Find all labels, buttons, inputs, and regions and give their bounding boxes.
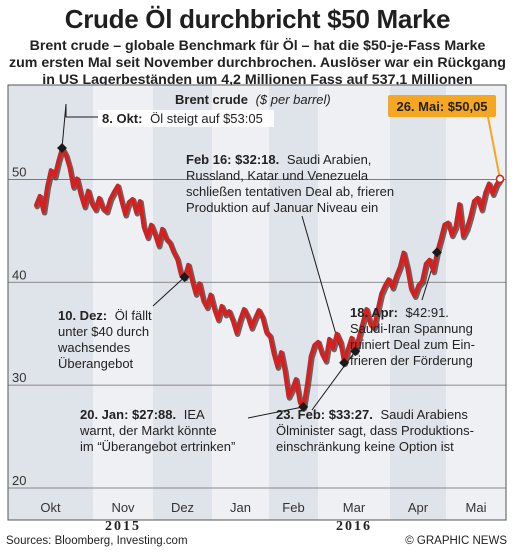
annotation-line: Saudi Arabiens xyxy=(380,407,468,422)
chart-title-main: Brent crude xyxy=(175,92,248,107)
year-label: 2016 xyxy=(336,519,372,534)
subtitle-line: in US Lagerbeständen um 4,2 Millionen Fa… xyxy=(42,72,473,88)
x-tick-label: Feb xyxy=(282,500,304,515)
annotation-line: Russland, Katar und Venezuela xyxy=(186,168,369,183)
annotation-text: Feb 16: $32:18. Saudi Arabien, xyxy=(186,152,371,167)
annotation-line: einschränkung keine Option ist xyxy=(276,439,454,454)
annotation-marker xyxy=(298,401,309,412)
chart-ylabel: ($ per barrel) xyxy=(256,92,331,107)
callout-text: 26. Mai: $50,05 xyxy=(396,99,487,114)
x-tick-label: Mai xyxy=(466,500,487,515)
page-title: Crude Öl durchbricht $50 Marke xyxy=(64,4,451,34)
annotation-apr: 18. Apr: $42:91. Saudi-Iran Spannung rui… xyxy=(350,305,475,368)
callout-connector xyxy=(487,116,501,180)
annotation-line: Saudi-Iran Spannung xyxy=(350,321,473,336)
month-band xyxy=(93,85,153,520)
month-bands xyxy=(8,85,506,520)
annotation-text: 23. Feb: $33:27. Saudi Arabiens xyxy=(276,407,468,422)
annotation-line: im “Überangebot ertrinken” xyxy=(80,439,235,454)
callout-box xyxy=(388,95,496,117)
annotation-line: Öl steigt auf $53:05 xyxy=(150,111,263,126)
annotation-line: wachsendes xyxy=(57,340,131,355)
subtitle-line: zum ersten Mal seit November durchbroche… xyxy=(9,55,506,71)
x-tick-label: Apr xyxy=(408,500,429,515)
month-band xyxy=(269,85,318,520)
annotation-date: 8. Okt: xyxy=(102,111,142,126)
annotation-date: 23. Feb: $33:27. xyxy=(276,407,373,422)
annotation-date: 20. Jan: $27:88. xyxy=(80,407,176,422)
annotation-marker xyxy=(57,143,67,154)
annotation-line: Produktion auf Januar Niveau ein xyxy=(186,200,378,215)
x-tick-label: Okt xyxy=(40,500,61,515)
x-axis: Okt Nov Dez Jan Feb Mar Apr Mai 2015 2016 xyxy=(40,500,486,534)
annotation-marker xyxy=(339,357,350,368)
annotation-date: 10. Dez: xyxy=(58,308,107,323)
annotation-text: 18. Apr: $42:91. xyxy=(350,305,449,320)
subtitle: Brent crude – globale Benchmark für Öl –… xyxy=(4,38,511,89)
credit-text: © GRAPHIC NEWS xyxy=(405,535,507,547)
annotation-feb16: Feb 16: $32:18. Saudi Arabien, Russland,… xyxy=(186,152,394,215)
x-tick-label: Jan xyxy=(230,500,251,515)
year-label: 2015 xyxy=(105,519,141,534)
y-tick-label: 50 xyxy=(12,164,26,179)
annotation-text: 20. Jan: $27:88. IEA xyxy=(80,407,205,422)
x-tick-label: Nov xyxy=(111,500,135,515)
y-tick-label: 20 xyxy=(12,473,26,488)
subtitle-line: Brent crude – globale Benchmark für Öl –… xyxy=(29,38,486,54)
annotation-line: Ölminister sagt, dass Produktions- xyxy=(276,423,474,438)
y-axis: 20 30 40 50 xyxy=(12,164,26,488)
annotation-line: ruiniert Deal zum Ein- xyxy=(350,337,475,352)
annotation-text: 8. Okt: Öl steigt auf $53:05 xyxy=(102,111,263,126)
month-band xyxy=(390,85,446,520)
source-text: Sources: Bloomberg, Investing.com xyxy=(6,535,188,547)
annotation-jan: 20. Jan: $27:88. IEA warnt, der Markt kö… xyxy=(79,407,235,454)
annotation-marker xyxy=(179,272,190,283)
month-band xyxy=(212,85,269,520)
annotation-bg xyxy=(98,110,274,127)
annotation-line: Öl fällt xyxy=(115,308,152,323)
x-tick-label: Mar xyxy=(343,500,366,515)
annotation-line: schließen tentativen Deal ab, frieren xyxy=(186,184,394,199)
annotation-leader xyxy=(61,103,98,149)
annotation-line: IEA xyxy=(184,407,205,422)
callout-may: 26. Mai: $50,05 xyxy=(388,95,496,117)
y-tick-label: 40 xyxy=(12,267,26,282)
annotation-feb23: 23. Feb: $33:27. Saudi Arabiens Ölminist… xyxy=(276,407,474,454)
chart-title: Brent crude ($ per barrel) xyxy=(175,92,331,107)
annotation-dez: 10. Dez: Öl fällt unter $40 durch wachse… xyxy=(57,308,152,371)
annotation-line: unter $40 durch xyxy=(58,324,149,339)
y-tick-label: 30 xyxy=(12,370,26,385)
final-point-marker xyxy=(495,174,505,184)
annotation-date: Feb 16: $32:18. xyxy=(186,152,279,167)
annotation-okt: 8. Okt: Öl steigt auf $53:05 xyxy=(98,110,274,127)
annotation-date: 18. Apr: xyxy=(350,305,398,320)
annotation-text: 10. Dez: Öl fällt xyxy=(58,308,152,323)
annotation-line: warnt, der Markt könnte xyxy=(79,423,217,438)
series-line xyxy=(34,146,504,412)
month-band xyxy=(446,85,506,520)
series-path xyxy=(34,146,502,409)
annotation-line: Überangebot xyxy=(58,356,134,371)
annotation-line: Saudi Arabien, xyxy=(287,152,372,167)
annotation-markers xyxy=(57,143,505,412)
annotation-line: $42:91. xyxy=(406,305,449,320)
x-tick-label: Dez xyxy=(171,500,194,515)
month-band xyxy=(8,85,93,520)
annotation-leader xyxy=(247,406,304,419)
annotation-leader xyxy=(152,276,185,307)
annotation-marker xyxy=(431,247,442,258)
annotation-line: frieren der Förderung xyxy=(350,353,473,368)
plot-frame xyxy=(7,84,507,521)
